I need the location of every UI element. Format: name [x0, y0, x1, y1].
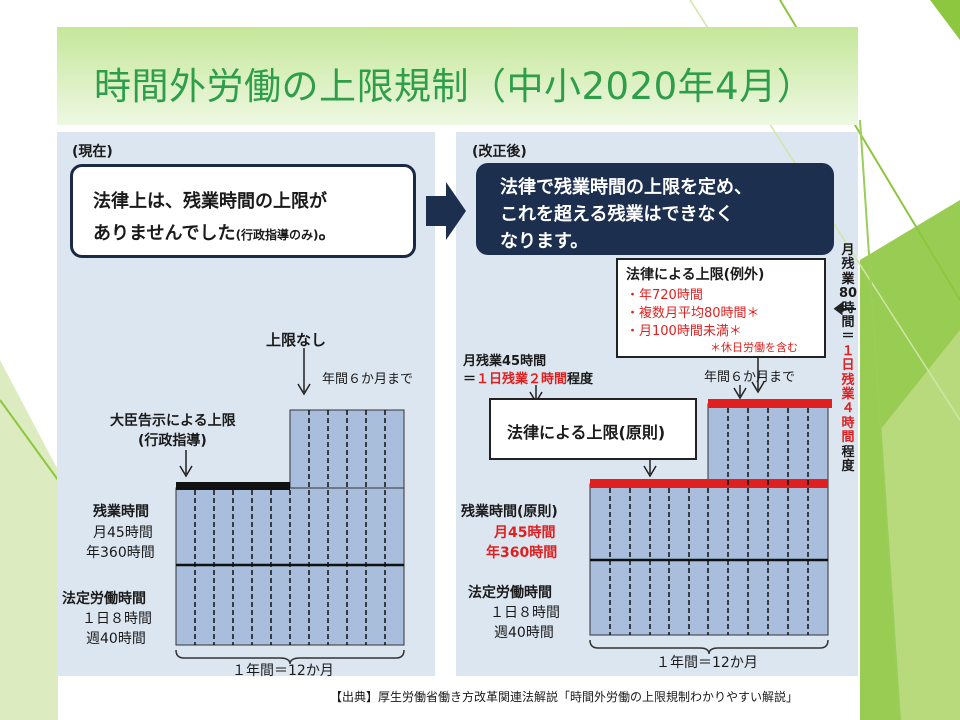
left-box-line2-end: 。 — [318, 223, 337, 244]
left-overtime-label: 残業時間 — [93, 504, 149, 520]
left-box-line2-main: ありませんでした — [93, 223, 236, 244]
exception-item-3: ・月100時間未満＊ — [626, 324, 742, 339]
source-citation: 【出典】厚生労働省働き方改革関連法解説「時間外労働の上限規制わかりやすい解説」 — [330, 690, 799, 704]
right-year-label: １年間＝12か月 — [656, 655, 758, 671]
right-overtime-month: 月45時間 — [494, 525, 556, 541]
minister-limit-line2: (行政指導) — [138, 433, 207, 449]
title-bar — [57, 27, 858, 125]
left-legal-day: １日８時間 — [82, 611, 152, 627]
exception-box: 法律による上限(例外) ・年720時間 ・複数月平均80時間＊ ・月100時間未… — [616, 258, 826, 358]
left-chart — [175, 348, 405, 665]
right-legal-label: 法定労働時間 — [468, 585, 552, 601]
slide-title: 時間外労働の上限規制（中小2020年4月） — [94, 65, 815, 108]
monthly-45-line1: 月残業45時間 — [463, 354, 547, 369]
monthly-45-red: １日残業２時間 — [476, 372, 568, 387]
left-box-line1: 法律上は、残業時間の上限が — [93, 191, 327, 212]
left-overtime-year: 年360時間 — [86, 545, 155, 561]
exception-item-2: ・複数月平均80時間＊ — [626, 306, 760, 321]
left-overtime-month: 月45時間 — [93, 525, 153, 541]
right-box-line1: 法律で残業時間の上限を定め、 — [500, 177, 752, 198]
monthly-45-end: 程度 — [567, 372, 594, 387]
right-chart — [529, 302, 856, 655]
left-legal-label: 法定労働時間 — [62, 591, 146, 607]
right-legal-day: １日８時間 — [490, 605, 560, 621]
right-statement-box: 法律で残業時間の上限を定め、 これを超える残業はできなく なります。 — [476, 163, 834, 255]
right-overtime-year: 年360時間 — [486, 545, 558, 561]
right-overtime-label: 残業時間(原則) — [461, 504, 558, 520]
left-year-label: １年間＝12か月 — [232, 663, 334, 679]
right-heading: (改正後) — [472, 144, 527, 160]
right-box-line2: これを超える残業はできなく — [500, 204, 734, 225]
right-box-line3: なります。 — [500, 231, 589, 252]
monthly-45-eq: ＝ — [463, 372, 477, 387]
left-statement-box: 法律上は、残業時間の上限が ありませんでした(行政指導のみ)。 — [70, 164, 416, 258]
right-six-months: 年間６か月まで — [704, 370, 796, 385]
minister-limit-line1: 大臣告示による上限 — [110, 413, 236, 429]
left-six-months: 年間６か月まで — [322, 372, 414, 387]
left-legal-week: 週40時間 — [86, 631, 146, 647]
left-heading: (現在) — [72, 144, 113, 160]
transition-arrow — [426, 182, 466, 240]
no-limit-label: 上限なし — [266, 331, 327, 349]
principle-label: 法律による上限(原則) — [507, 423, 666, 442]
vertical-label: 月 残 業 80 時 間 ＝ １ 日 残 業 ４ 時 間 程 度 — [838, 243, 858, 475]
exception-item-1: ・年720時間 — [626, 288, 703, 303]
principle-box: 法律による上限(原則) — [489, 398, 697, 460]
exception-note: ＊休日労働を含む — [710, 341, 798, 354]
left-box-line2-small: (行政指導のみ) — [235, 228, 319, 242]
exception-title: 法律による上限(例外) — [626, 267, 765, 283]
monthly-45-line2: ＝１日残業２時間程度 — [463, 368, 593, 387]
right-legal-week: 週40時間 — [494, 625, 554, 641]
